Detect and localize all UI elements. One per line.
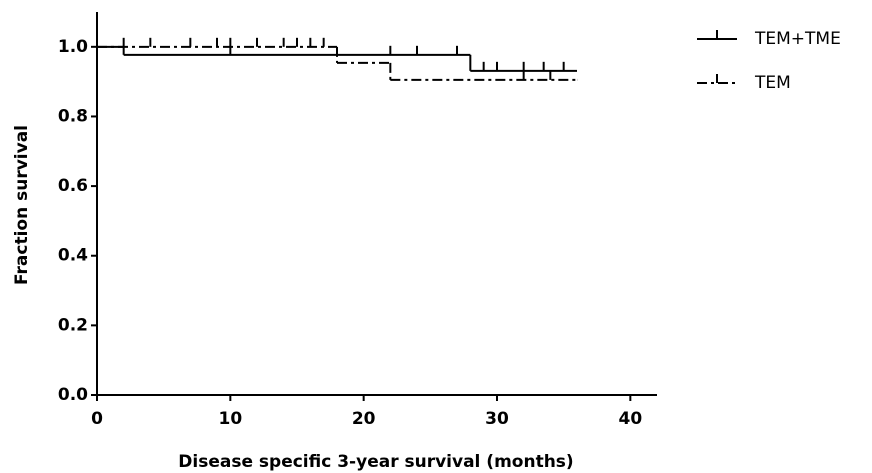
legend-label: TEM: [754, 73, 791, 93]
x-tick-label: 40: [618, 409, 642, 429]
y-tick-label: 0.0: [58, 385, 88, 405]
y-axis-title: Fraction survival: [12, 125, 32, 285]
x-axis-title: Disease specific 3-year survival (months…: [178, 452, 573, 472]
y-tick-label: 0.2: [58, 315, 88, 335]
legend-label: TEM+TME: [754, 29, 841, 49]
y-tick-label: 1.0: [58, 37, 88, 57]
x-tick-label: 10: [218, 409, 242, 429]
x-tick-label: 0: [91, 409, 103, 429]
x-tick-label: 20: [352, 409, 376, 429]
x-tick-label: 30: [485, 409, 509, 429]
y-tick-label: 0.4: [58, 246, 88, 266]
y-tick-label: 0.8: [58, 106, 88, 126]
y-tick-label: 0.6: [58, 176, 88, 196]
